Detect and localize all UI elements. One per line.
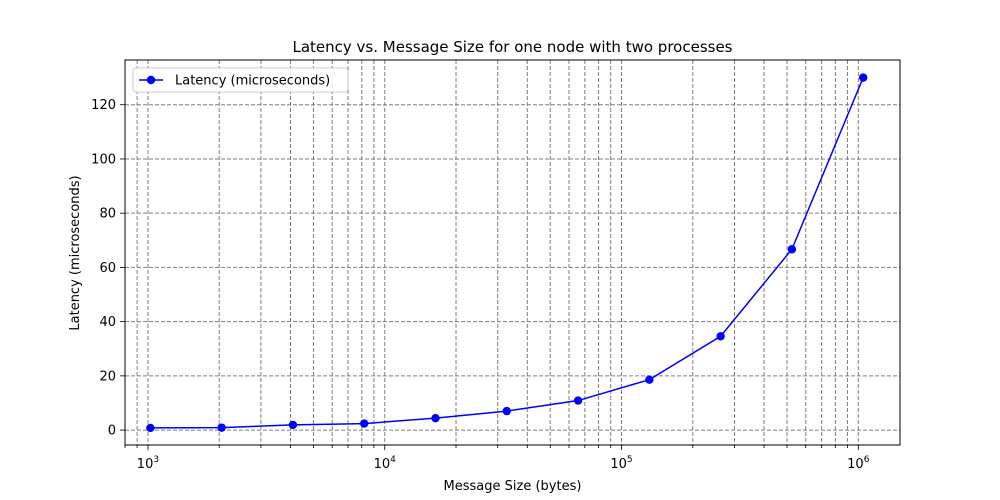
data-point xyxy=(645,375,654,384)
data-point xyxy=(217,423,226,432)
x-tick-base: 10 xyxy=(137,457,154,472)
x-axis-label: Message Size (bytes) xyxy=(444,479,582,494)
legend-box xyxy=(132,67,349,93)
x-tick-base: 10 xyxy=(847,457,864,472)
plot-area xyxy=(124,59,901,446)
x-tick-exponent: 3 xyxy=(153,455,159,465)
legend: Latency (microseconds) xyxy=(132,67,349,93)
data-point xyxy=(716,332,725,341)
y-axis-label: Latency (microseconds) xyxy=(68,175,83,330)
x-tick-base: 10 xyxy=(374,457,391,472)
y-tick-label: 0 xyxy=(108,424,116,439)
data-point xyxy=(502,406,511,416)
data-point xyxy=(573,396,583,405)
x-tick-base: 10 xyxy=(610,457,627,472)
data-point xyxy=(288,420,298,430)
legend-marker xyxy=(146,75,156,85)
data-point xyxy=(787,245,797,254)
y-tick-label: 60 xyxy=(99,261,116,276)
legend-label: Latency (microseconds) xyxy=(175,74,330,89)
x-tick-exponent: 5 xyxy=(627,455,633,465)
data-point xyxy=(431,413,440,423)
x-tick-exponent: 6 xyxy=(864,455,870,465)
y-tick-label: 100 xyxy=(91,152,116,167)
y-tick-label: 80 xyxy=(99,207,116,222)
plot-frame xyxy=(124,59,901,446)
x-tick-label: 104 xyxy=(374,455,397,472)
data-point xyxy=(146,423,155,433)
x-tick-label: 105 xyxy=(610,455,632,472)
data-point xyxy=(858,73,868,82)
x-tick-label: 103 xyxy=(137,455,159,472)
y-tick-label: 120 xyxy=(91,98,116,113)
x-tick-label: 106 xyxy=(847,455,870,472)
data-point xyxy=(360,419,369,428)
y-tick-label: 40 xyxy=(99,315,116,330)
x-tick-exponent: 4 xyxy=(390,455,396,465)
y-tick-label: 20 xyxy=(99,369,116,384)
grid xyxy=(124,60,900,445)
chart-title: Latency vs. Message Size for one node wi… xyxy=(292,38,732,56)
